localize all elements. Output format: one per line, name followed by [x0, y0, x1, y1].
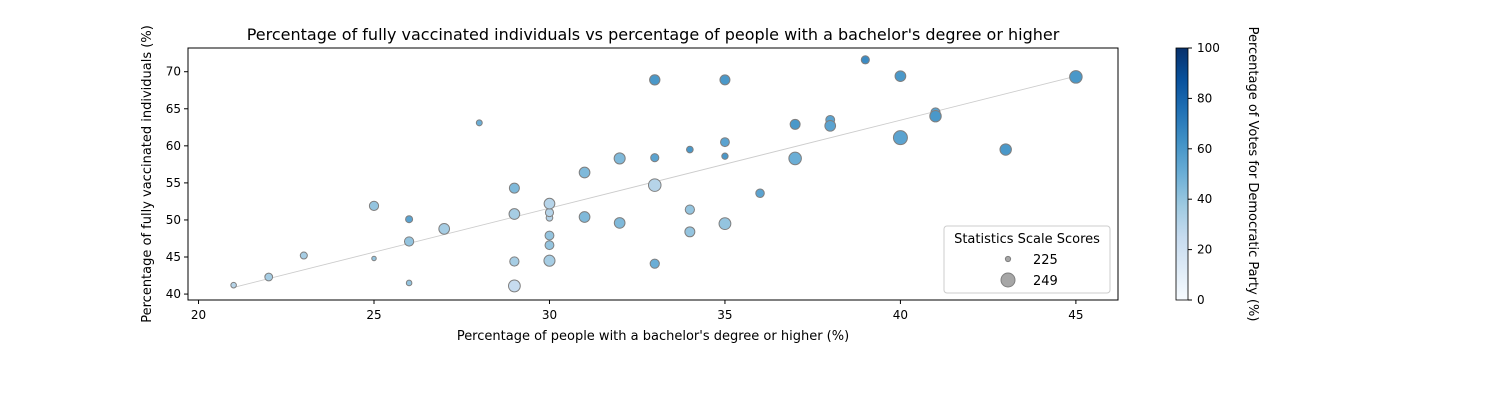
legend-title: Statistics Scale Scores [954, 232, 1100, 247]
x-tick-label: 45 [1068, 308, 1083, 322]
y-tick-label: 50 [166, 213, 181, 227]
data-point [368, 200, 380, 211]
data-point [230, 281, 237, 289]
colorbar-tick-label: 60 [1197, 142, 1212, 156]
data-point [719, 74, 731, 86]
data-point [650, 153, 660, 163]
data-point [684, 226, 696, 238]
x-tick-label: 30 [542, 308, 557, 322]
data-point [544, 240, 555, 251]
data-point [438, 222, 451, 235]
legend-box [943, 225, 1111, 294]
data-point [405, 279, 413, 287]
data-point [788, 151, 802, 166]
x-tick-label: 40 [893, 308, 908, 322]
data-point [507, 279, 521, 293]
size-legend: Statistics Scale Scores 225 249 [943, 225, 1111, 294]
data-point [718, 217, 732, 231]
x-axis-label: Percentage of people with a bachelor's d… [457, 329, 849, 344]
data-point [613, 152, 626, 165]
data-point [299, 251, 308, 260]
points-layer [230, 55, 1083, 293]
data-point [649, 258, 660, 269]
data-point [789, 118, 801, 130]
legend-marker-small [1004, 255, 1012, 263]
data-point [403, 236, 415, 247]
legend-entry-small: 225 [1033, 253, 1058, 268]
data-point [508, 182, 520, 194]
colorbar: 0 20 40 60 80 100 Percentage of Votes for Dem… [1175, 27, 1260, 322]
y-tick-label: 60 [166, 139, 181, 153]
data-point [721, 152, 729, 160]
y-tick-label: 45 [166, 250, 181, 264]
data-point [824, 119, 837, 132]
data-point [720, 137, 730, 148]
y-tick-label: 70 [166, 65, 181, 79]
data-point [543, 197, 556, 210]
data-point [475, 119, 483, 127]
y-tick-label: 55 [166, 176, 181, 190]
data-point [371, 255, 377, 262]
data-point [508, 208, 521, 220]
y-tick-label: 40 [166, 287, 181, 301]
data-point [509, 256, 520, 267]
y-axis-label: Percentage of fully vaccinated individua… [140, 25, 155, 323]
colorbar-label: Percentage of Votes for Democratic Party… [1245, 27, 1260, 322]
y-axis: 40 45 50 55 60 65 70 [166, 65, 188, 301]
data-point [755, 188, 765, 199]
colorbar-gradient [1175, 47, 1189, 301]
colorbar-tick-label: 100 [1197, 41, 1220, 55]
data-point [405, 215, 414, 224]
x-tick-label: 35 [717, 308, 732, 322]
legend-entry-large: 249 [1033, 274, 1058, 289]
x-tick-label: 20 [191, 308, 206, 322]
data-point [544, 230, 555, 241]
legend-marker-large [1000, 272, 1016, 288]
data-point [647, 178, 662, 192]
colorbar-tick-label: 20 [1197, 243, 1212, 257]
data-point [860, 55, 870, 65]
data-point [1069, 70, 1083, 84]
plot-frame [187, 47, 1119, 301]
data-point [686, 145, 694, 154]
colorbar-tick-label: 40 [1197, 192, 1212, 206]
data-point [578, 166, 591, 179]
data-point [544, 207, 555, 218]
data-point [894, 70, 907, 83]
data-point [892, 130, 908, 146]
chart-title: Percentage of fully vaccinated individua… [247, 25, 1060, 44]
colorbar-ticks: 0 20 40 60 80 100 [1188, 41, 1220, 307]
data-point [578, 211, 591, 223]
colorbar-tick-label: 0 [1197, 293, 1205, 307]
x-tick-label: 25 [366, 308, 381, 322]
colorbar-tick-label: 80 [1197, 91, 1212, 105]
y-tick-label: 65 [166, 102, 181, 116]
data-point [613, 217, 626, 229]
data-point [684, 204, 695, 215]
x-axis: 20 25 30 35 40 45 [191, 300, 1084, 322]
data-point [543, 254, 556, 267]
data-point [999, 143, 1012, 156]
data-point [649, 74, 661, 86]
data-point [264, 272, 274, 282]
data-point [929, 109, 942, 123]
